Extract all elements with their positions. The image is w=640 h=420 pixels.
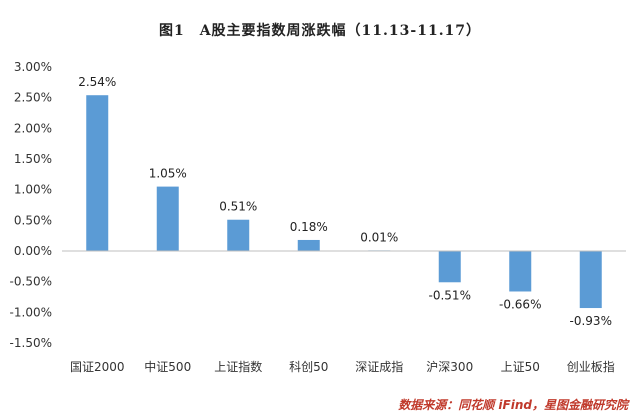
x-category-label: 科创50: [289, 360, 328, 374]
y-tick-label: 1.50%: [14, 152, 52, 166]
data-label: 0.18%: [290, 220, 328, 234]
y-tick-label: -1.50%: [10, 336, 52, 350]
data-label: 0.01%: [360, 230, 398, 244]
bar: [156, 186, 179, 251]
data-label: 0.51%: [219, 200, 257, 214]
data-label: -0.66%: [499, 297, 541, 311]
y-tick-label: 2.00%: [14, 121, 52, 135]
y-tick-label: 1.00%: [14, 183, 52, 197]
x-category-label: 上证指数: [214, 359, 262, 374]
y-tick-label: -0.50%: [10, 275, 52, 289]
y-tick-label: 3.00%: [14, 60, 52, 74]
x-category-label: 中证500: [144, 359, 191, 374]
x-axis-labels: 国证2000 中证500 上证指数 科创50 深证成指 沪深300 上证50 创业板指: [70, 359, 615, 374]
bar: [579, 251, 602, 309]
x-category-label: 国证2000: [70, 360, 125, 374]
x-category-label: 沪深300: [426, 360, 473, 374]
bar: [509, 251, 532, 292]
y-tick-label: 0.50%: [14, 213, 52, 227]
bars: [86, 95, 602, 309]
bar: [227, 219, 250, 251]
data-label: 2.54%: [78, 75, 116, 89]
bar: [438, 251, 461, 283]
y-axis-ticks: 3.00% 2.50% 2.00% 1.50% 1.00% 0.50% 0.00% -0.50…: [10, 60, 52, 350]
source-note: 数据来源：同花顺 iFind，星图金融研究院: [398, 398, 628, 412]
data-labels: 2.54% 1.05% 0.51% 0.18% 0.01% -0.51% -0.66% -0.…: [78, 75, 612, 328]
bar: [86, 95, 109, 251]
x-category-label: 创业板指: [567, 359, 615, 374]
data-label: -0.51%: [429, 288, 471, 302]
y-tick-label: 0.00%: [14, 244, 52, 258]
bar: [297, 239, 320, 251]
data-label: 1.05%: [149, 167, 187, 181]
x-category-label: 深证成指: [355, 359, 403, 374]
y-tick-label: 2.50%: [14, 91, 52, 105]
data-label: -0.93%: [570, 314, 612, 328]
chart-title: 图1 A股主要指数周涨跌幅（11.13-11.17）: [158, 23, 482, 39]
x-category-label: 上证50: [501, 360, 540, 374]
y-tick-label: -1.00%: [10, 305, 52, 319]
